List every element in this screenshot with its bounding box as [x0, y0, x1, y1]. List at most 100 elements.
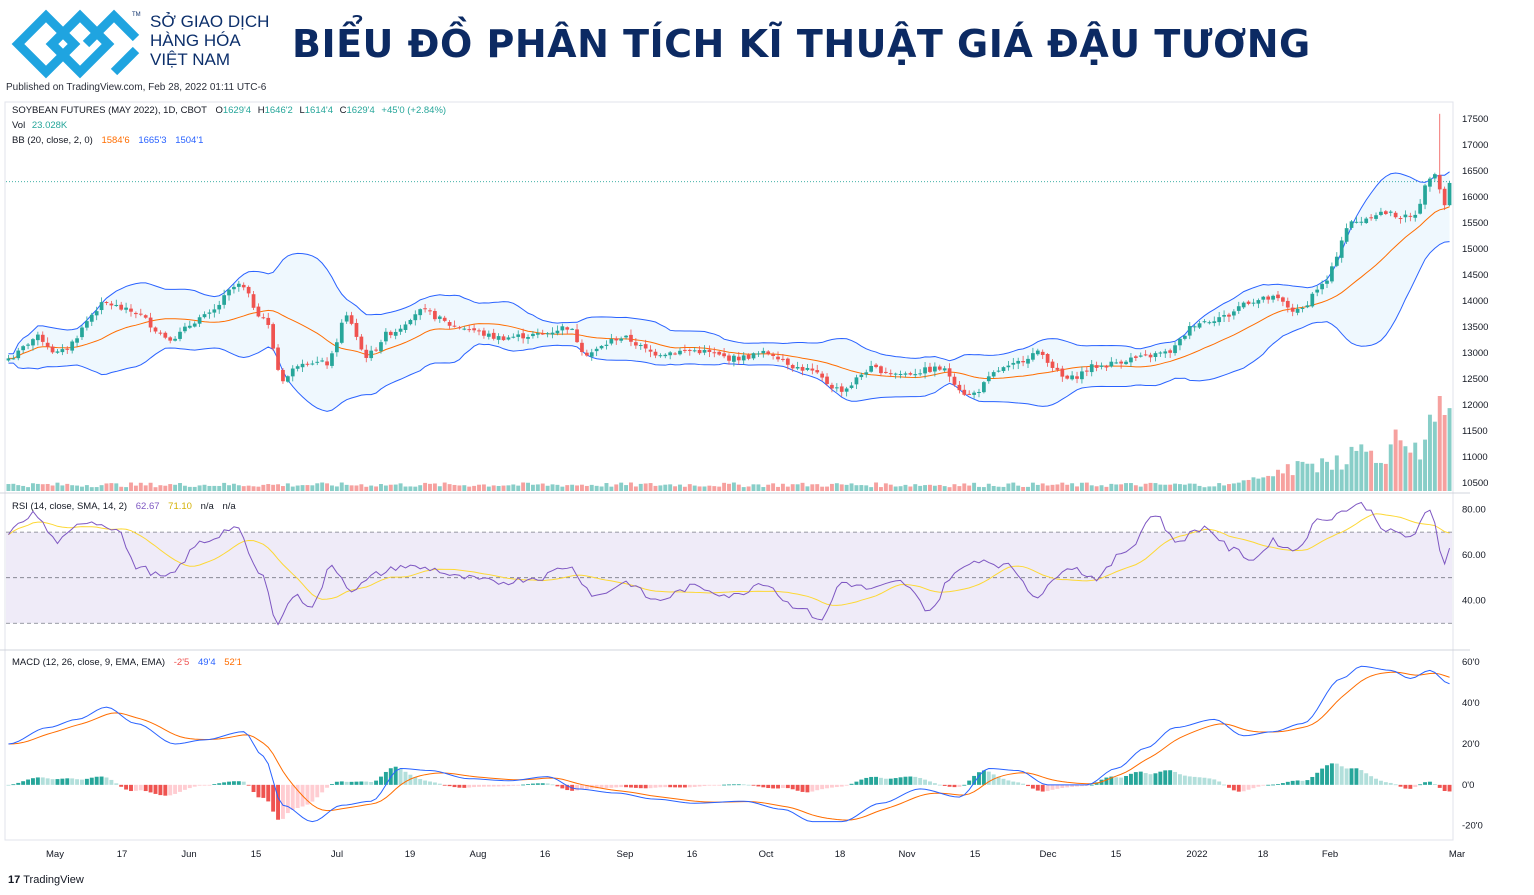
volume-bar: [212, 485, 217, 491]
volume-bar: [1423, 439, 1428, 491]
macd-histogram-bar: [555, 784, 560, 787]
volume-bar: [1026, 486, 1030, 491]
candle-body: [957, 384, 962, 391]
volume-bar: [222, 482, 227, 491]
macd-histogram-bar: [1089, 784, 1094, 786]
macd-histogram-bar: [888, 778, 893, 785]
candle-body: [947, 368, 952, 377]
volume-bar: [457, 485, 462, 491]
candle-body: [937, 366, 942, 370]
candle-body: [555, 330, 560, 334]
chart-canvas[interactable]: 17500 17000 16500 16000 15500 15000 14500 14000…: [0, 98, 1534, 870]
macd-histogram-bar: [918, 777, 923, 785]
macd-histogram-bar: [55, 779, 60, 785]
volume-bar: [653, 485, 658, 491]
macd-histogram-bar: [727, 784, 731, 786]
macd-histogram-bar: [207, 784, 212, 786]
plot-border: [4, 101, 1454, 841]
volume-bar: [305, 485, 310, 491]
volume-bar: [722, 482, 727, 491]
macd-histogram-bar: [648, 784, 653, 789]
volume-bar: [26, 487, 31, 491]
macd-histogram-bar: [967, 780, 972, 785]
macd-histogram-bar: [736, 784, 741, 786]
macd-histogram-bar: [364, 781, 369, 785]
macd-histogram-bar: [241, 781, 246, 785]
macd-histogram-bar: [143, 784, 148, 792]
macd-histogram-bar: [903, 776, 908, 785]
bollinger-bands: [8, 171, 1450, 412]
candle-body: [589, 352, 594, 357]
candle-body: [977, 391, 981, 393]
volume-bar: [780, 483, 785, 491]
candle-body: [599, 345, 604, 349]
candle-body: [1354, 221, 1359, 223]
volume-bar: [727, 483, 731, 491]
candle-body: [143, 315, 148, 318]
volume-bar: [35, 483, 40, 491]
volume-bar: [447, 484, 452, 491]
legend-macd-signal: 52'1: [224, 657, 242, 668]
volume-bar: [785, 486, 790, 491]
candle-body: [462, 328, 467, 330]
candle-body: [1339, 240, 1344, 258]
macd-histogram-bar: [844, 784, 849, 786]
volume-bar: [947, 487, 952, 491]
candle-body: [864, 372, 869, 375]
legend-open-label: O: [215, 105, 222, 116]
macd-histogram-bar: [1207, 778, 1212, 785]
candle-body: [1285, 300, 1290, 308]
candle-body: [1050, 361, 1055, 368]
volume-bar: [437, 486, 442, 491]
macd-histogram-bar: [1217, 781, 1222, 785]
macd-histogram-bar: [741, 784, 746, 786]
macd-histogram-bar: [1079, 784, 1084, 787]
volume-bar: [285, 483, 290, 491]
candle-body: [1129, 357, 1133, 363]
macd-histogram-bar: [962, 784, 967, 786]
volume-bar: [374, 486, 379, 491]
macd-histogram-bar: [1001, 778, 1006, 785]
candle-body: [854, 377, 859, 385]
macd-axis-label: -20'0: [1462, 821, 1483, 832]
price-axis-label: 12000: [1462, 400, 1488, 411]
volume-bar: [839, 484, 844, 491]
macd-histogram-bar: [383, 771, 388, 785]
macd-histogram-bar: [428, 781, 432, 785]
trademark: TM: [132, 12, 141, 18]
volume-bar: [928, 484, 932, 491]
volume-bar: [648, 483, 653, 491]
candle-body: [1197, 323, 1202, 328]
volume-bar: [30, 483, 35, 491]
candle-body: [472, 328, 476, 331]
volume-bar: [1158, 484, 1163, 491]
volume-bar: [1413, 442, 1418, 491]
volume-bar: [80, 486, 84, 491]
candle-body: [1109, 361, 1114, 367]
macd-histogram-bar: [1236, 784, 1241, 792]
legend-macd-hist: -2'5: [174, 657, 190, 668]
candle-body: [727, 355, 731, 361]
volume-bar: [138, 482, 143, 491]
candle-body: [702, 349, 707, 353]
candle-body: [604, 344, 609, 346]
macd-histogram-bar: [883, 778, 888, 785]
macd-histogram-bar: [1315, 772, 1320, 785]
price-axis-label: 15000: [1462, 244, 1488, 255]
candle-body: [447, 322, 452, 326]
candle-body: [624, 335, 628, 338]
candle-body: [1423, 185, 1427, 205]
macd-histogram-bar: [771, 784, 776, 789]
candle-body: [1202, 321, 1207, 323]
volume-bar: [1153, 483, 1158, 491]
candle-body: [888, 373, 893, 375]
macd-histogram-bar: [1035, 784, 1040, 791]
macd-histogram-bar: [526, 784, 530, 785]
volume-bar: [692, 485, 697, 491]
candle-body: [898, 373, 903, 375]
volume-bar: [540, 483, 545, 491]
volume-bar: [1030, 482, 1035, 491]
candle-body: [1133, 356, 1138, 358]
volume-bar: [45, 483, 50, 491]
macd-histogram-bar: [545, 783, 550, 785]
